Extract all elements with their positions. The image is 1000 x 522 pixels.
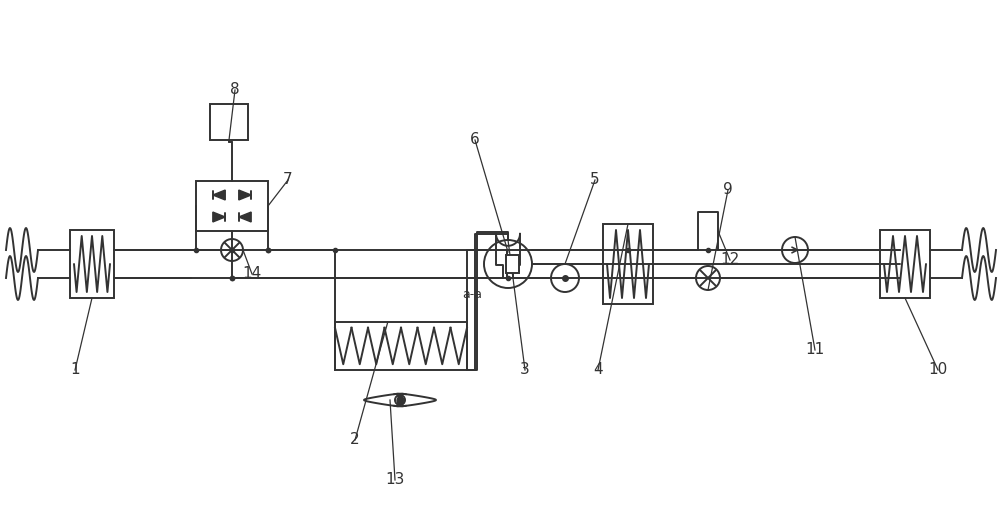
Text: 12: 12 [720,253,740,267]
Text: 9: 9 [723,183,733,197]
Text: 7: 7 [283,172,293,187]
Polygon shape [213,190,225,200]
Text: 3: 3 [520,362,530,377]
Polygon shape [239,190,251,200]
Text: 6: 6 [470,133,480,148]
Polygon shape [213,212,225,222]
Text: 1: 1 [70,362,80,377]
Bar [335,322,467,370]
Polygon shape [239,212,251,222]
Bar [70,230,114,298]
Text: a-a: a-a [462,288,482,301]
Bar [506,255,519,272]
Text: 14: 14 [242,267,262,281]
Bar [603,224,653,304]
Bar [196,181,268,231]
Text: 4: 4 [593,362,603,377]
Text: 10: 10 [928,362,948,377]
Text: 5: 5 [590,172,600,187]
Text: 8: 8 [230,82,240,98]
Bar [210,104,248,140]
Text: 13: 13 [385,472,405,488]
Text: 11: 11 [805,342,825,358]
Text: 2: 2 [350,433,360,447]
Bar [880,230,930,298]
